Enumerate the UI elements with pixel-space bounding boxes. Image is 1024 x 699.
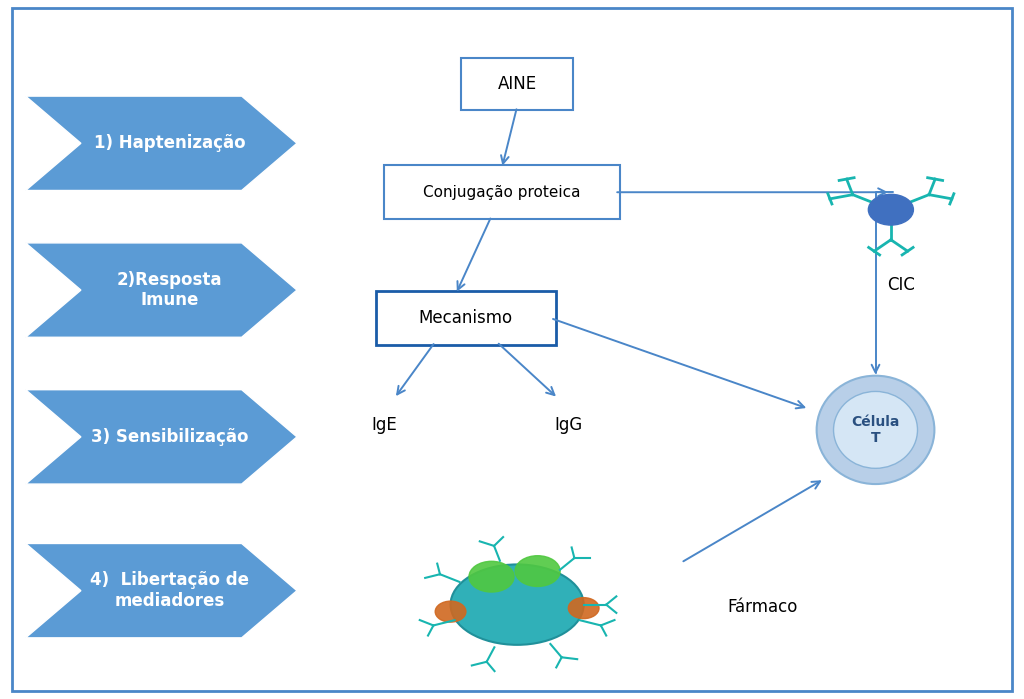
Text: Conjugação proteica: Conjugação proteica — [423, 185, 581, 200]
Circle shape — [515, 556, 560, 586]
Polygon shape — [26, 243, 297, 338]
Circle shape — [868, 194, 913, 225]
Text: 1) Haptenização: 1) Haptenização — [94, 134, 246, 152]
Text: 2)Resposta
Imune: 2)Resposta Imune — [117, 271, 222, 310]
Text: 4)  Libertação de
mediadores: 4) Libertação de mediadores — [90, 571, 249, 610]
Polygon shape — [26, 96, 297, 190]
Text: CIC: CIC — [887, 276, 915, 294]
Text: 3) Sensibilização: 3) Sensibilização — [91, 428, 249, 446]
Text: Célula
T: Célula T — [851, 415, 900, 445]
Text: Mecanismo: Mecanismo — [419, 309, 513, 327]
Polygon shape — [26, 544, 297, 637]
Ellipse shape — [451, 565, 584, 644]
Ellipse shape — [816, 376, 934, 484]
Text: AINE: AINE — [498, 75, 537, 93]
Circle shape — [435, 601, 466, 622]
Ellipse shape — [834, 391, 918, 468]
Circle shape — [568, 598, 599, 619]
Polygon shape — [26, 390, 297, 484]
Circle shape — [469, 561, 514, 592]
FancyBboxPatch shape — [377, 291, 555, 345]
Text: IgG: IgG — [554, 416, 583, 434]
Text: IgE: IgE — [371, 416, 397, 434]
FancyBboxPatch shape — [384, 165, 620, 219]
FancyBboxPatch shape — [461, 58, 573, 110]
Text: Fármaco: Fármaco — [727, 598, 798, 616]
FancyBboxPatch shape — [12, 8, 1012, 691]
